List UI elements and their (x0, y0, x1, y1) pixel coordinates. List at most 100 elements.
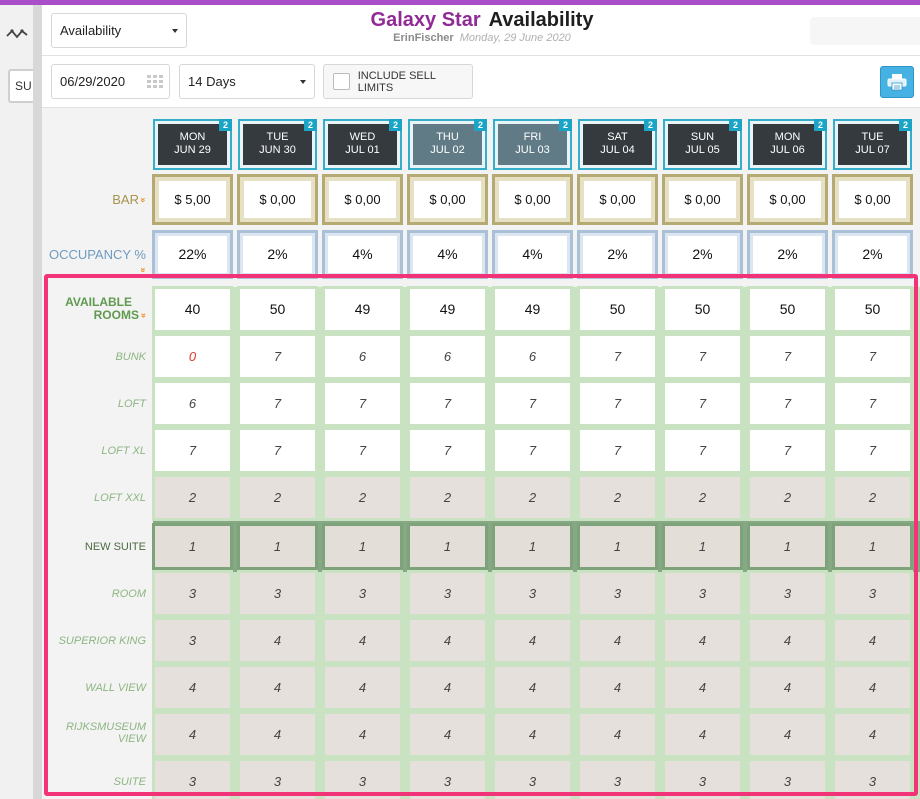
room-availability-cell[interactable]: 7 (662, 427, 743, 474)
room-availability-cell[interactable]: 3 (747, 570, 828, 617)
room-availability-cell[interactable]: 7 (322, 380, 403, 427)
room-availability-cell[interactable]: 7 (662, 380, 743, 427)
room-availability-cell[interactable]: 4 (747, 664, 828, 711)
sell-limits-checkbox[interactable] (333, 73, 350, 90)
room-availability-cell[interactable]: 1 (237, 523, 318, 570)
bar-cell[interactable]: $ 5,00 (152, 174, 233, 225)
room-availability-cell[interactable]: 3 (407, 758, 488, 799)
room-availability-cell[interactable]: 4 (577, 664, 658, 711)
available-rooms-cell[interactable]: 50 (577, 286, 658, 333)
room-availability-cell[interactable]: 7 (832, 380, 913, 427)
available-rooms-cell[interactable]: 40 (152, 286, 233, 333)
occupancy-cell[interactable]: 2% (832, 230, 913, 279)
room-availability-cell[interactable]: 1 (832, 523, 913, 570)
room-availability-cell[interactable]: 7 (577, 380, 658, 427)
room-availability-cell[interactable]: 3 (152, 570, 233, 617)
occupancy-cell[interactable]: 4% (492, 230, 573, 279)
day-header[interactable]: MON JUN 29 2 (153, 119, 232, 170)
room-availability-cell[interactable]: 4 (577, 617, 658, 664)
bar-cell[interactable]: $ 0,00 (322, 174, 403, 225)
room-availability-cell[interactable]: 2 (152, 474, 233, 521)
occupancy-cell[interactable]: 4% (322, 230, 403, 279)
room-availability-cell[interactable]: 4 (662, 617, 743, 664)
bar-cell[interactable]: $ 0,00 (407, 174, 488, 225)
room-availability-cell[interactable]: 7 (492, 380, 573, 427)
room-availability-cell[interactable]: 7 (322, 427, 403, 474)
chevron-double-down-icon[interactable]: » (138, 267, 149, 273)
room-availability-cell[interactable]: 4 (237, 664, 318, 711)
room-availability-cell[interactable]: 7 (492, 427, 573, 474)
room-availability-cell[interactable]: 2 (577, 474, 658, 521)
room-availability-cell[interactable]: 1 (662, 523, 743, 570)
room-availability-cell[interactable]: 4 (322, 711, 403, 758)
room-availability-cell[interactable]: 3 (152, 758, 233, 799)
bar-cell[interactable]: $ 0,00 (237, 174, 318, 225)
start-date-input[interactable]: 06/29/2020 (51, 64, 170, 99)
room-availability-cell[interactable]: 3 (152, 617, 233, 664)
room-availability-cell[interactable]: 3 (492, 758, 573, 799)
day-header[interactable]: FRI JUL 03 2 (493, 119, 572, 170)
room-availability-cell[interactable]: 6 (492, 333, 573, 380)
day-header[interactable]: MON JUL 06 2 (748, 119, 827, 170)
room-availability-cell[interactable]: 2 (492, 474, 573, 521)
room-availability-cell[interactable]: 2 (832, 474, 913, 521)
room-availability-cell[interactable]: 7 (407, 427, 488, 474)
room-availability-cell[interactable]: 3 (407, 570, 488, 617)
calendar-icon[interactable] (147, 75, 163, 89)
available-rooms-cell[interactable]: 49 (407, 286, 488, 333)
room-availability-cell[interactable]: 3 (662, 570, 743, 617)
room-availability-cell[interactable]: 4 (322, 617, 403, 664)
room-availability-cell[interactable]: 7 (407, 380, 488, 427)
room-availability-cell[interactable]: 4 (407, 664, 488, 711)
bar-cell[interactable]: $ 0,00 (662, 174, 743, 225)
room-availability-cell[interactable]: 7 (747, 427, 828, 474)
day-header[interactable]: WED JUL 01 2 (323, 119, 402, 170)
occupancy-cell[interactable]: 2% (662, 230, 743, 279)
room-availability-cell[interactable]: 4 (832, 711, 913, 758)
occupancy-cell[interactable]: 22% (152, 230, 233, 279)
chevron-double-down-icon[interactable]: » (138, 197, 149, 203)
room-availability-cell[interactable]: 6 (152, 380, 233, 427)
view-select[interactable]: Availability (51, 13, 187, 48)
room-availability-cell[interactable]: 4 (492, 664, 573, 711)
room-availability-cell[interactable]: 4 (407, 711, 488, 758)
occupancy-cell[interactable]: 2% (577, 230, 658, 279)
available-rooms-cell[interactable]: 50 (237, 286, 318, 333)
room-availability-cell[interactable]: 4 (152, 711, 233, 758)
room-availability-cell[interactable]: 3 (832, 758, 913, 799)
day-header[interactable]: SAT JUL 04 2 (578, 119, 657, 170)
room-availability-cell[interactable]: 3 (662, 758, 743, 799)
room-availability-cell[interactable]: 4 (832, 664, 913, 711)
room-availability-cell[interactable]: 7 (832, 333, 913, 380)
trend-icon[interactable] (0, 15, 33, 53)
available-rooms-cell[interactable]: 49 (492, 286, 573, 333)
available-rooms-cell[interactable]: 50 (662, 286, 743, 333)
bar-cell[interactable]: $ 0,00 (492, 174, 573, 225)
chevron-double-down-icon[interactable]: » (138, 312, 149, 319)
room-availability-cell[interactable]: 4 (662, 711, 743, 758)
sidebar-su-button[interactable]: SU (8, 69, 35, 103)
room-availability-cell[interactable]: 1 (407, 523, 488, 570)
room-availability-cell[interactable]: 7 (662, 333, 743, 380)
room-availability-cell[interactable]: 4 (747, 711, 828, 758)
room-availability-cell[interactable]: 4 (662, 664, 743, 711)
room-availability-cell[interactable]: 3 (747, 758, 828, 799)
room-availability-cell[interactable]: 2 (237, 474, 318, 521)
room-availability-cell[interactable]: 7 (237, 380, 318, 427)
room-availability-cell[interactable]: 7 (832, 427, 913, 474)
room-availability-cell[interactable]: 7 (577, 427, 658, 474)
room-availability-cell[interactable]: 4 (492, 711, 573, 758)
room-availability-cell[interactable]: 7 (152, 427, 233, 474)
room-availability-cell[interactable]: 2 (407, 474, 488, 521)
room-availability-cell[interactable]: 7 (237, 427, 318, 474)
available-rooms-cell[interactable]: 50 (832, 286, 913, 333)
room-availability-cell[interactable]: 4 (747, 617, 828, 664)
room-availability-cell[interactable]: 3 (322, 758, 403, 799)
room-availability-cell[interactable]: 3 (237, 570, 318, 617)
day-header[interactable]: TUE JUL 07 2 (833, 119, 912, 170)
room-availability-cell[interactable]: 1 (152, 523, 233, 570)
bar-cell[interactable]: $ 0,00 (747, 174, 828, 225)
available-rooms-cell[interactable]: 50 (747, 286, 828, 333)
room-availability-cell[interactable]: 0 (152, 333, 233, 380)
room-availability-cell[interactable]: 1 (577, 523, 658, 570)
